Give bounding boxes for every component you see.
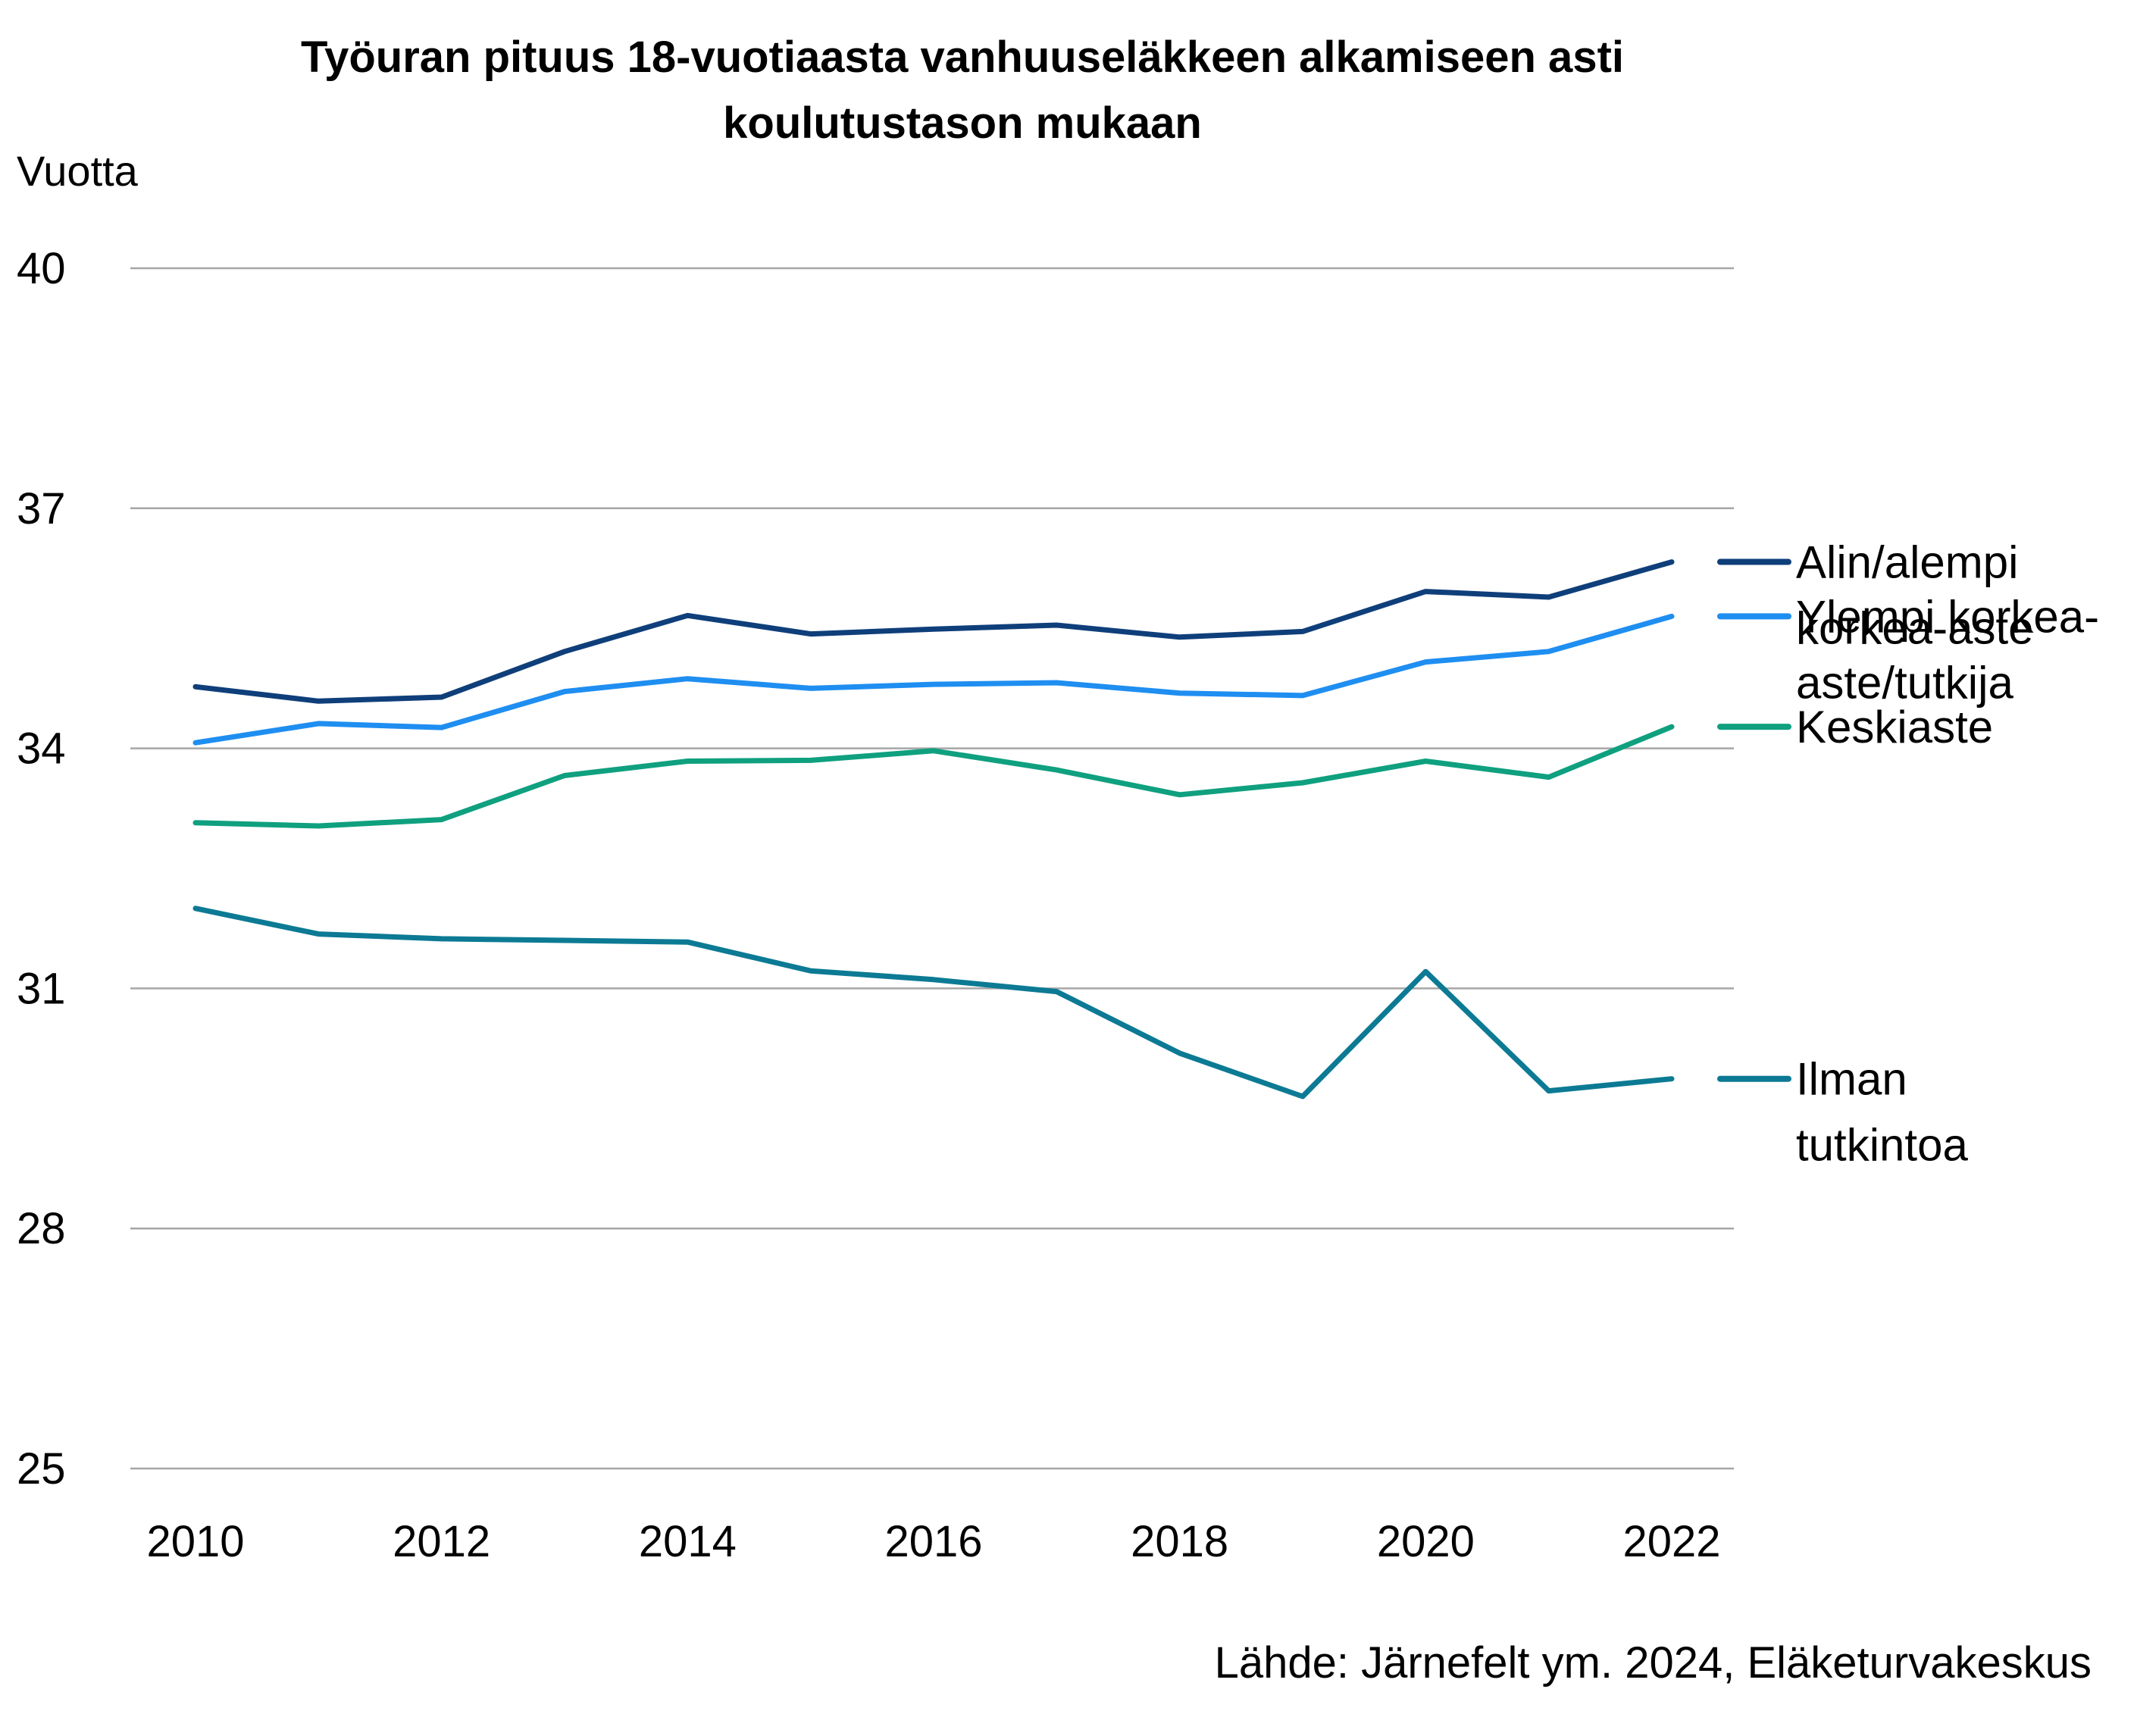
x-tick-label: 2014 bbox=[639, 1517, 737, 1566]
y-tick-label: 25 bbox=[17, 1444, 66, 1494]
chart-title-line-2: koulutustason mukaan bbox=[723, 99, 1202, 148]
legend-label: Ilman bbox=[1796, 1054, 1907, 1105]
series-line bbox=[192, 906, 1675, 1099]
gridlines bbox=[130, 267, 1734, 1470]
legend-label: korkea-aste bbox=[1796, 603, 2033, 654]
y-tick-label: 37 bbox=[17, 484, 66, 533]
legend-label: Keskiaste bbox=[1796, 702, 1993, 752]
source-note: Lähde: Järnefelt ym. 2024, Eläketurvakes… bbox=[1215, 1638, 2092, 1688]
y-tick-label: 28 bbox=[17, 1204, 66, 1253]
series-line bbox=[192, 613, 1675, 746]
y-tick-label: 40 bbox=[17, 244, 66, 293]
x-tick-label: 2012 bbox=[393, 1517, 490, 1566]
series-lines bbox=[192, 559, 1675, 1099]
x-tick-label: 2020 bbox=[1377, 1517, 1475, 1566]
legend-label: tutkintoa bbox=[1796, 1120, 1968, 1171]
legend-label: Ylempi korkea- bbox=[1796, 591, 2099, 642]
series-line bbox=[192, 724, 1675, 829]
y-tick-label: 31 bbox=[17, 964, 66, 1013]
x-tick-label: 2022 bbox=[1622, 1517, 1720, 1566]
x-tick-label: 2018 bbox=[1131, 1517, 1228, 1566]
chart-title-line-1: Työuran pituus 18-vuotiaasta vanhuuseläk… bbox=[301, 33, 1624, 82]
legend-label: Alin/alempi bbox=[1796, 537, 2018, 588]
legend-label: aste/tutkija bbox=[1796, 657, 2013, 708]
y-tick-label: 34 bbox=[17, 724, 66, 774]
x-tick-label: 2010 bbox=[146, 1517, 244, 1566]
series-line bbox=[192, 559, 1675, 704]
x-axis-ticks: 2010 2012 2014 2016 2018 2020 2022 bbox=[146, 1517, 1720, 1566]
y-axis-ticks: 25 28 31 34 37 40 bbox=[17, 244, 66, 1494]
x-tick-label: 2016 bbox=[884, 1517, 982, 1566]
y-axis-label: Vuotta bbox=[17, 147, 139, 195]
